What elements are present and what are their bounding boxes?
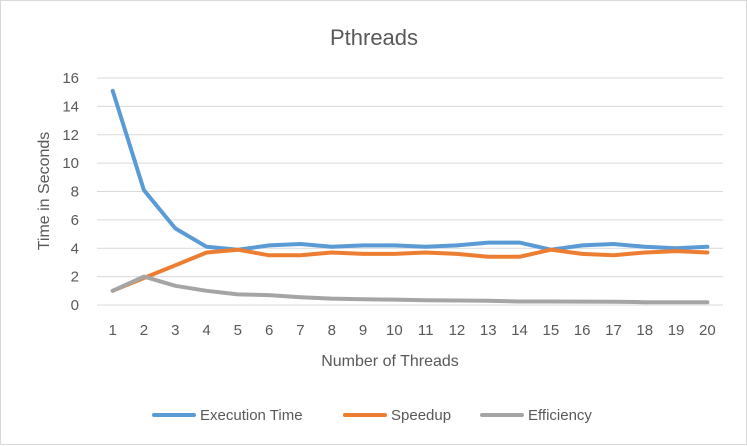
y-tick-label: 2 xyxy=(71,269,79,286)
series-line-speedup xyxy=(110,247,710,293)
y-tick-label: 10 xyxy=(62,155,79,172)
y-tick-label: 14 xyxy=(62,98,79,115)
x-tick-label: 5 xyxy=(234,322,242,339)
x-tick-label: 8 xyxy=(328,322,336,339)
series-line-execution-time xyxy=(110,88,710,252)
x-tick-label: 2 xyxy=(140,322,148,339)
x-tick-label: 6 xyxy=(265,322,273,339)
x-tick-label: 3 xyxy=(171,322,179,339)
x-tick-label: 16 xyxy=(574,322,591,339)
x-tick-label: 11 xyxy=(418,322,434,339)
x-tick-label: 14 xyxy=(511,322,528,339)
y-axis-ticks: 0 2 4 6 8 10 12 14 16 xyxy=(62,70,79,314)
x-axis-ticks: 1 2 3 4 5 6 7 8 9 10 11 12 13 14 15 16 17 18 19 20 xyxy=(108,322,715,339)
legend-label: Execution Time xyxy=(200,407,303,424)
x-tick-label: 7 xyxy=(296,322,304,339)
legend-label: Speedup xyxy=(391,407,451,424)
x-tick-label: 18 xyxy=(636,322,653,339)
y-tick-label: 6 xyxy=(71,212,79,229)
x-tick-label: 1 xyxy=(108,322,116,339)
y-tick-label: 0 xyxy=(71,297,79,314)
series-line-efficiency xyxy=(110,274,710,305)
x-tick-label: 9 xyxy=(359,322,367,339)
legend: Execution Time Speedup Efficiency xyxy=(152,407,592,424)
x-axis-title: Number of Threads xyxy=(321,353,459,370)
y-tick-label: 8 xyxy=(71,184,79,201)
series-layer xyxy=(110,88,710,305)
y-axis-title: Time in Seconds xyxy=(36,132,53,251)
x-tick-label: 13 xyxy=(480,322,497,339)
y-tick-label: 4 xyxy=(71,240,79,257)
x-tick-label: 20 xyxy=(699,322,716,339)
x-tick-label: 17 xyxy=(605,322,622,339)
x-tick-label: 15 xyxy=(543,322,560,339)
y-tick-label: 12 xyxy=(62,127,79,144)
chart-title: Pthreads xyxy=(330,25,418,50)
x-tick-label: 19 xyxy=(668,322,685,339)
x-tick-label: 10 xyxy=(386,322,403,339)
x-tick-label: 4 xyxy=(202,322,210,339)
y-tick-label: 16 xyxy=(62,70,79,87)
gridlines xyxy=(97,77,723,306)
legend-label: Efficiency xyxy=(528,407,592,424)
x-tick-label: 12 xyxy=(449,322,466,339)
